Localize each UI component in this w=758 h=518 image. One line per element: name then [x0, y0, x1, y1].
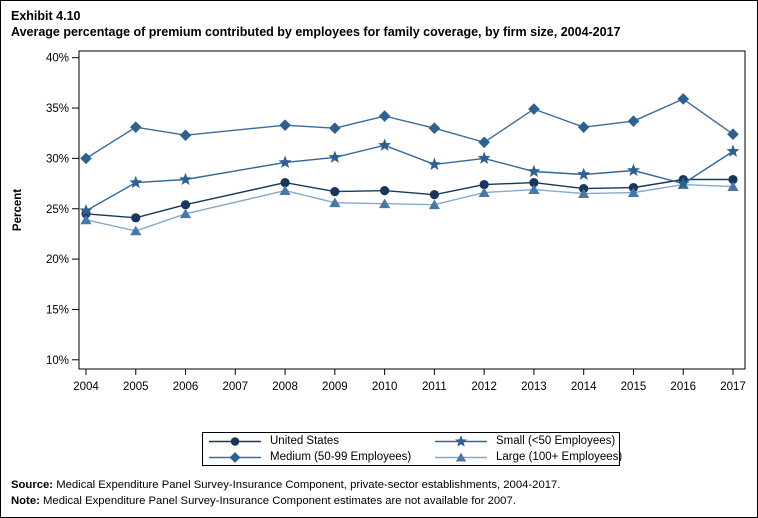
x-tick-label-2013: 2013: [521, 381, 547, 393]
note-label: Note:: [11, 494, 40, 507]
marker-small-50-employees-2005: [129, 175, 143, 189]
x-tick-label-2012: 2012: [471, 381, 497, 393]
marker-large-100-employees-2010: [379, 198, 391, 209]
source-text: Medical Expenditure Panel Survey-Insuran…: [56, 479, 561, 491]
marker-small-50-employees-2012: [477, 151, 491, 164]
exhibit-number: Exhibit 4.10: [11, 9, 81, 23]
x-tick-label-2007: 2007: [223, 381, 249, 393]
marker-small-50-employees-2017: [726, 144, 740, 157]
marker-united-states-2008: [280, 177, 290, 188]
marker-large-100-employees-2004: [80, 214, 92, 225]
marker-large-100-employees-2012: [478, 187, 490, 198]
marker-small-50-employees-2013: [527, 164, 541, 177]
legend-label: Large (100+ Employees): [496, 451, 623, 463]
marker-united-states-2006: [180, 200, 191, 210]
marker-medium-50-99-employees-2009: [329, 122, 341, 134]
y-tick-label: 10%: [46, 355, 69, 367]
title-block: Exhibit 4.10 Average percentage of premi…: [11, 8, 621, 40]
source-label: Source:: [11, 479, 54, 491]
x-tick-label-2010: 2010: [372, 381, 398, 393]
marker-medium-50-99-employees-2017: [727, 128, 739, 141]
x-tick-label-2017: 2017: [720, 381, 746, 393]
legend-item-small-50-employees: Small (<50 Employees): [435, 434, 622, 449]
y-tick-label: 35%: [46, 103, 69, 115]
marker-large-100-employees-2015: [627, 187, 640, 198]
y-tick-label: 25%: [46, 204, 69, 216]
marker-medium-50-99-employees-2010: [378, 110, 391, 122]
diamond-icon: [209, 451, 261, 463]
y-tick-label: 15%: [46, 304, 69, 316]
marker-medium-50-99-employees-2004: [80, 152, 92, 165]
marker-medium-50-99-employees-2015: [627, 115, 640, 127]
marker-medium-50-99-employees-2005: [129, 121, 142, 133]
marker-small-50-employees-2004: [79, 203, 93, 217]
series-line-medium-50-99-employees: [85, 98, 734, 159]
y-tick-label: 40%: [46, 53, 69, 65]
marker-large-100-employees-2011: [428, 199, 440, 210]
x-tick-label-2016: 2016: [670, 381, 696, 393]
marker-united-states-2009: [330, 187, 340, 197]
marker-small-50-employees-2009: [328, 150, 342, 163]
legend-item-united-states: United States: [209, 434, 435, 449]
marker-large-100-employees-2005: [130, 225, 142, 236]
marker-small-50-employees-2010: [378, 138, 392, 151]
legend-label: Small (<50 Employees): [496, 435, 616, 447]
x-tick-label-2009: 2009: [322, 381, 348, 393]
page-title: Average percentage of premium contribute…: [11, 25, 621, 39]
legend-item-large-100-employees: Large (100+ Employees): [435, 450, 622, 465]
marker-united-states-2012: [479, 179, 489, 190]
marker-large-100-employees-2008: [279, 185, 291, 196]
marker-large-100-employees-2006: [179, 208, 192, 219]
x-tick-label-2004: 2004: [73, 381, 99, 393]
y-axis-label: Percent: [12, 189, 24, 231]
marker-medium-50-99-employees-2011: [428, 122, 441, 134]
marker-small-50-employees-2006: [179, 172, 193, 186]
y-tick-label: 20%: [46, 254, 69, 266]
star-icon: [435, 434, 487, 447]
marker-united-states-2011: [429, 190, 439, 200]
marker-small-50-employees-2011: [427, 157, 441, 170]
marker-small-50-employees-2014: [577, 167, 591, 181]
triangle-icon: [435, 452, 487, 461]
marker-medium-50-99-employees-2016: [677, 93, 690, 105]
source-line: Source: Medical Expenditure Panel Survey…: [11, 478, 560, 494]
legend-label: United States: [270, 435, 340, 447]
y-tick-label: 30%: [46, 153, 69, 165]
marker-medium-50-99-employees-2012: [478, 136, 490, 149]
legend-item-medium-50-99-employees: Medium (50-99 Employees): [209, 450, 435, 465]
chart-legend: United States Small (<50 Employees) Medium…: [202, 432, 622, 466]
circle-icon: [209, 436, 261, 446]
marker-medium-50-99-employees-2013: [528, 103, 540, 115]
plot-border: [78, 50, 746, 370]
marker-large-100-employees-2009: [329, 197, 341, 208]
marker-united-states-2010: [380, 186, 390, 196]
marker-small-50-employees-2015: [626, 163, 640, 176]
marker-united-states-2005: [131, 213, 141, 223]
x-tick-label-2005: 2005: [123, 381, 149, 393]
marker-large-100-employees-2014: [578, 188, 590, 199]
marker-medium-50-99-employees-2008: [279, 119, 291, 131]
x-tick-label-2015: 2015: [621, 381, 647, 393]
footer-block: Source: Medical Expenditure Panel Survey…: [11, 478, 560, 509]
marker-small-50-employees-2016: [676, 176, 690, 190]
marker-small-50-employees-2008: [278, 155, 292, 168]
marker-large-100-employees-2013: [528, 184, 540, 195]
marker-united-states-2017: [728, 174, 738, 185]
note-text: Medical Expenditure Panel Survey-Insuran…: [43, 494, 516, 507]
marker-medium-50-99-employees-2006: [179, 129, 192, 142]
marker-large-100-employees-2017: [727, 181, 739, 191]
note-line: Note: Medical Expenditure Panel Survey-I…: [11, 494, 560, 510]
marker-united-states-2013: [529, 177, 539, 188]
legend-label: Medium (50-99 Employees): [270, 451, 412, 463]
x-tick-label-2006: 2006: [173, 381, 199, 393]
x-tick-label-2014: 2014: [571, 381, 597, 393]
line-chart: 40% 35% 30% 25% 20% 15% 10% 2004 2005 2006 2007 200…: [12, 50, 746, 393]
marker-medium-50-99-employees-2014: [577, 121, 590, 133]
x-tick-label-2008: 2008: [272, 381, 298, 393]
x-tick-label-2011: 2011: [422, 381, 447, 393]
